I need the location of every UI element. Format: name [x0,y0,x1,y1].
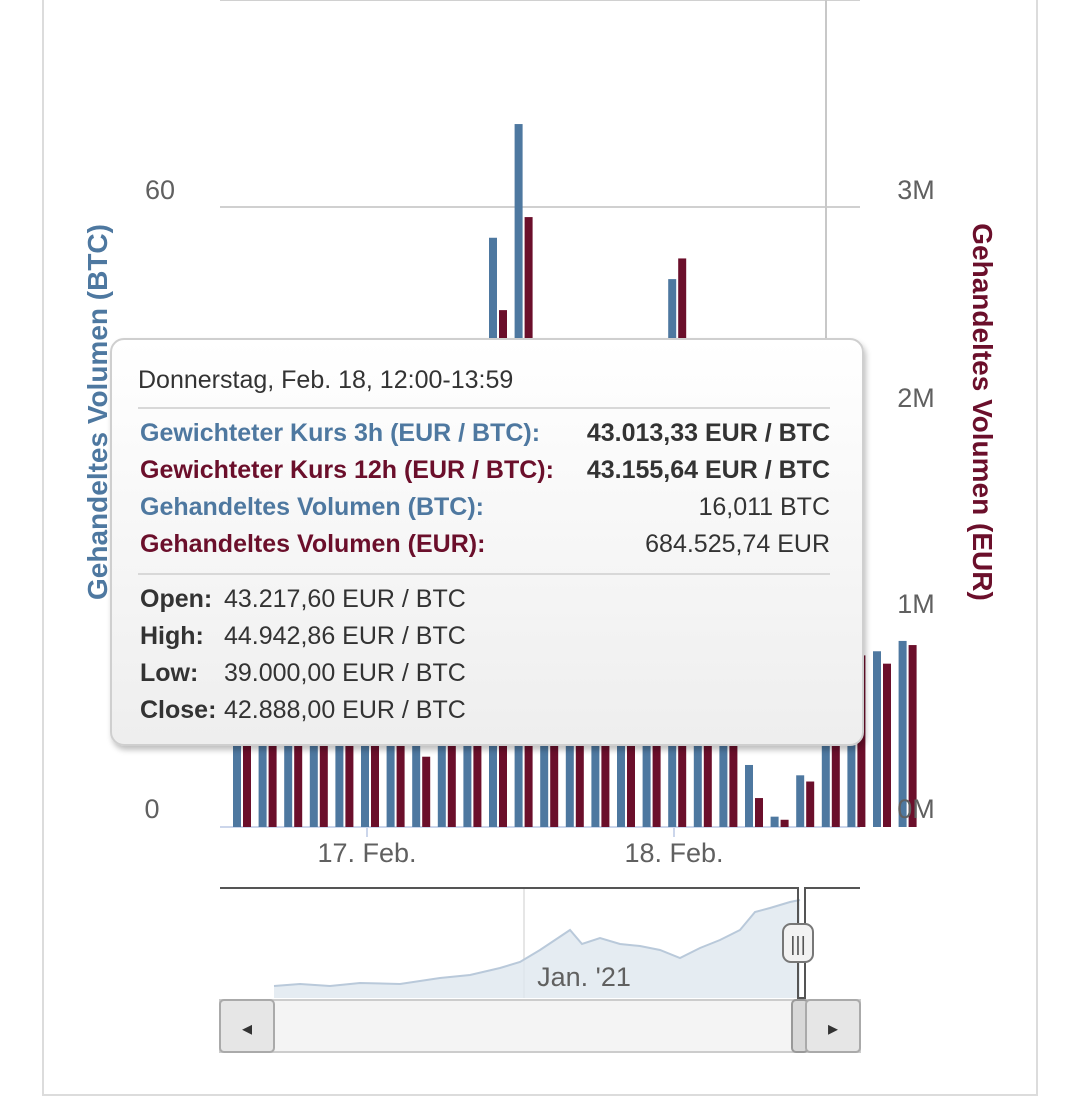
tooltip-header: Donnerstag, Feb. 18, 12:00-13:59 [138,366,830,409]
bar-btc-4[interactable] [335,671,344,827]
scrollbar[interactable]: ◂ ▸ [219,999,861,1053]
navigator[interactable]: Jan. '21 ||| [220,887,860,999]
tooltip-label: Gehandeltes Volumen (BTC): [140,493,485,521]
y-right-tick-1M: 1M [897,589,935,619]
bar-eur-20[interactable] [755,798,763,827]
navigator-line [273,899,801,988]
bar-eur-16[interactable] [652,669,661,827]
bar-btc-20[interactable] [745,764,753,827]
ohlc-row-close: Close: 42.888,00 EUR / BTC [140,692,830,729]
y-left-tick-60: 60 [145,175,175,205]
bar-eur-7[interactable] [422,756,431,827]
ohlc-label: High: [140,622,204,650]
bar-btc-22[interactable] [796,775,805,827]
y-left-tick-0: 0 [144,794,159,824]
ohlc-row-low: Low: 39.000,00 EUR / BTC [140,655,830,692]
ohlc-value: 39.000,00 EUR / BTC [224,659,466,687]
bar-eur-19[interactable] [729,665,738,827]
navigator-area [274,900,800,998]
scroll-left-arrow-icon: ◂ [242,1016,252,1040]
bar-eur-24[interactable] [857,655,866,827]
tooltip-row: Gehandeltes Volumen (BTC): 16,011 BTC [140,489,830,526]
tooltip-values: Gewichteter Kurs 3h (EUR / BTC): 43.013,… [138,409,830,575]
bar-eur-26[interactable] [908,645,917,827]
bar-eur-4[interactable] [345,671,354,827]
tooltip-value: 16,011 BTC [698,493,830,521]
tooltip-row: Gewichteter Kurs 12h (EUR / BTC): 43.155… [140,452,830,489]
bar-eur-22[interactable] [806,781,815,827]
bar-eur-18[interactable] [703,678,712,827]
ohlc-label: Low: [140,659,199,687]
ohlc-row-high: High: 44.942,86 EUR / BTC [140,618,830,655]
navigator-handle[interactable] [782,923,814,963]
bar-eur-13[interactable] [575,682,584,827]
bar-btc-13[interactable] [565,671,574,827]
ohlc-value: 44.942,86 EUR / BTC [224,622,466,650]
bar-eur-5[interactable] [371,665,379,827]
x-tick-label-18feb: 18. Feb. [624,838,723,868]
tooltip-label: Gewichteter Kurs 3h (EUR / BTC): [140,419,541,447]
tooltip-ohlc: Open: 43.217,60 EUR / BTC High: 44.942,8… [138,575,830,729]
y-right-tick-2M: 2M [897,383,935,413]
tooltip: Donnerstag, Feb. 18, 12:00-13:59 Gewicht… [110,338,864,746]
navigator-label: Jan. '21 [537,962,631,992]
tooltip-value: 684.525,74 EUR [645,530,830,558]
bar-btc-26[interactable] [898,640,907,827]
scroll-right-arrow-icon: ▸ [828,1016,838,1040]
bar-btc-6[interactable] [386,682,395,827]
y-right-tick-0M: 0M [897,794,935,824]
tooltip-label: Gewichteter Kurs 12h (EUR / BTC): [140,456,554,484]
navigator-outline [220,887,860,999]
x-tick-label-17feb: 17. Feb. [317,838,416,868]
y-right-axis-title: Gehandeltes Volumen (EUR) [967,223,998,601]
y-right-tick-3M: 3M [897,175,935,205]
ohlc-label: Close: [140,696,217,724]
y-left-axis-title: Gehandeltes Volumen (BTC) [82,224,113,600]
scroll-right-button[interactable] [805,999,861,1053]
tooltip-value: 43.013,33 EUR / BTC [586,419,830,447]
tooltip-row: Gewichteter Kurs 3h (EUR / BTC): 43.013,… [140,415,830,452]
bar-eur-25[interactable] [883,663,891,827]
bar-eur-21[interactable] [780,819,789,827]
bar-eur-12[interactable] [550,665,559,827]
ohlc-row-open: Open: 43.217,60 EUR / BTC [140,581,830,618]
bar-btc-21[interactable] [770,816,779,827]
scrollbar-track [219,999,861,1053]
navigator-handle-grip: ||| [790,934,806,956]
bar-btc-25[interactable] [873,651,881,827]
ohlc-label: Open: [140,585,213,613]
tooltip-value: 43.155,64 EUR / BTC [586,456,830,484]
ohlc-value: 42.888,00 EUR / BTC [224,696,466,724]
tooltip-row: Gehandeltes Volumen (EUR): 684.525,74 EU… [140,526,830,563]
scroll-left-button[interactable] [219,999,275,1053]
bar-eur-6[interactable] [396,686,405,827]
tooltip-label: Gehandeltes Volumen (EUR): [140,530,486,558]
ohlc-value: 43.217,60 EUR / BTC [224,585,466,613]
bar-btc-18[interactable] [693,671,702,827]
